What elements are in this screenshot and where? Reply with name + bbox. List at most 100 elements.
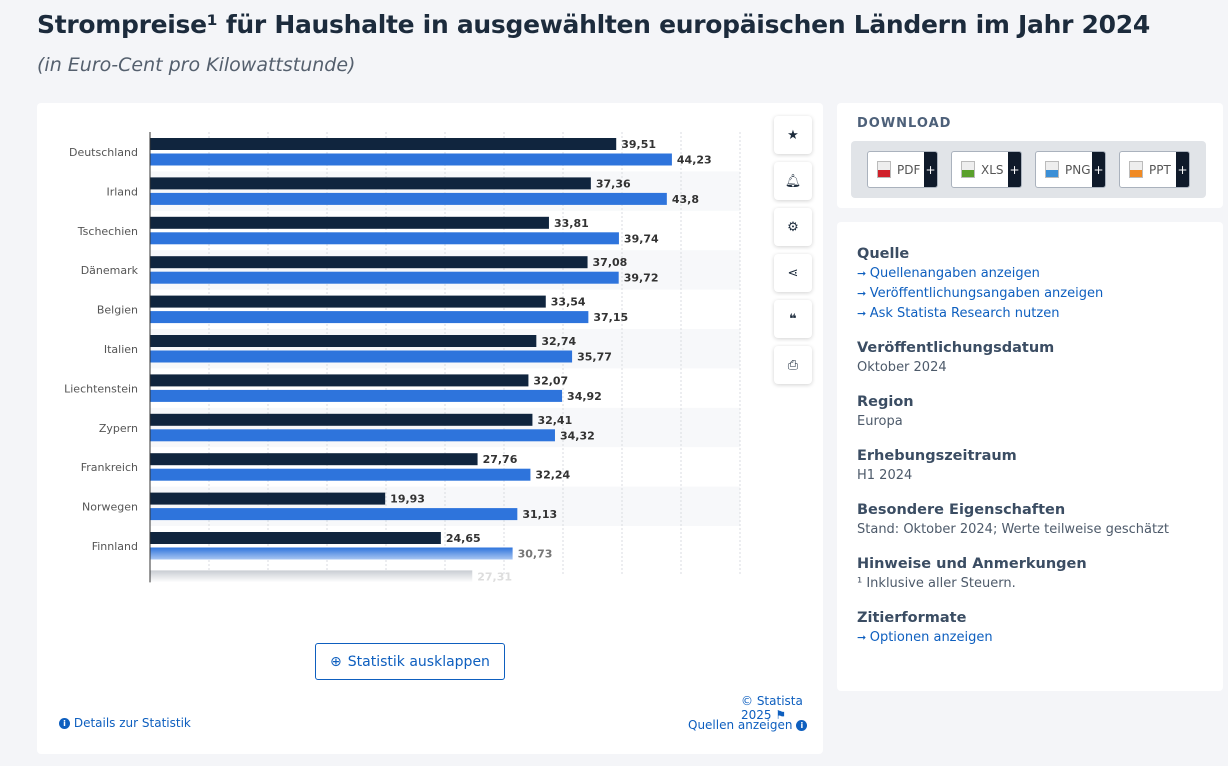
plus-icon: +	[1176, 152, 1189, 187]
data-label: 33,54	[551, 296, 586, 309]
bar-series-2	[150, 153, 672, 166]
bar-series-1	[150, 177, 591, 190]
data-label: 32,24	[535, 469, 570, 482]
format-label: XLS	[981, 162, 1004, 177]
sources-label: Quellen anzeigen	[688, 718, 793, 732]
data-label: 37,08	[593, 256, 628, 269]
category-label: Norwegen	[82, 501, 138, 514]
category-label: Zypern	[99, 422, 138, 435]
bar-series-1	[150, 453, 478, 466]
data-label: 30,73	[518, 548, 553, 561]
data-label: 43,8	[672, 193, 699, 206]
notification-bell-icon[interactable]: 🔔︎	[774, 162, 812, 200]
period: H1 2024	[857, 468, 913, 483]
data-label: 33,81	[554, 217, 589, 230]
page-title: Strompreise¹ für Haushalte in ausgewählt…	[37, 10, 1150, 39]
format-label: PPT	[1149, 162, 1171, 177]
notes: ¹ Inklusive aller Steuern.	[857, 576, 1016, 591]
xls-file-icon	[961, 161, 975, 178]
details-link[interactable]: i Details zur Statistik	[59, 716, 191, 730]
faded-label: 27,31	[477, 570, 512, 583]
research-link[interactable]: Ask Statista Research nutzen	[857, 306, 1203, 321]
category-label: Finnland	[92, 540, 138, 553]
download-ppt-button[interactable]: PPT +	[1119, 151, 1190, 188]
category-label: Frankreich	[81, 461, 138, 474]
settings-gear-icon[interactable]: ⚙	[774, 208, 812, 246]
bar-series-2	[150, 429, 555, 442]
data-label: 34,92	[567, 390, 602, 403]
bar-series-1	[150, 216, 549, 229]
ppt-file-icon	[1129, 161, 1143, 178]
chart-card: Deutschland 39,51 44,23 Irland 37,36 43,8 Tsch…	[37, 103, 823, 754]
flag-icon: ⚑	[775, 708, 787, 722]
category-label: Liechtenstein	[64, 382, 138, 395]
copyright[interactable]: © Statista 2025 ⚑	[741, 694, 823, 722]
cite-link[interactable]: Optionen anzeigen	[857, 630, 1203, 645]
data-label: 35,77	[577, 351, 612, 364]
bar-series-2	[150, 547, 513, 560]
plus-icon: +	[924, 152, 937, 187]
source-heading: Quelle	[857, 246, 910, 262]
bar-series-1	[150, 138, 617, 150]
data-label: 44,23	[677, 154, 712, 167]
bar-series-2	[150, 232, 619, 245]
bar-series-1	[150, 492, 386, 505]
data-label: 39,74	[624, 232, 659, 245]
category-label: Tschechien	[77, 225, 138, 238]
format-label: PNG	[1065, 162, 1091, 177]
download-buttons: PDF + XLS + PNG + PPT +	[851, 141, 1206, 198]
bar-series-2	[150, 468, 531, 481]
download-card: DOWNLOAD PDF + XLS + PNG + PPT +	[837, 103, 1223, 208]
favorite-star-icon[interactable]: ★	[774, 116, 812, 154]
expand-statistic-button[interactable]: ⊕ Statistik ausklappen	[315, 643, 505, 680]
bar-chart: Deutschland 39,51 44,23 Irland 37,36 43,8 Tsch…	[64, 132, 741, 583]
bar-series-1	[150, 295, 546, 308]
notes-heading: Hinweise und Anmerkungen	[857, 556, 1087, 572]
data-label: 32,41	[537, 414, 572, 427]
data-label: 31,13	[522, 508, 557, 521]
download-pdf-button[interactable]: PDF +	[867, 151, 938, 188]
data-label: 37,15	[593, 311, 628, 324]
download-png-button[interactable]: PNG +	[1035, 151, 1106, 188]
bar-series-2	[150, 389, 563, 402]
special: Stand: Oktober 2024; Werte teilweise ges…	[857, 522, 1169, 537]
info-card: Quelle Quellenangaben anzeigen Veröffent…	[837, 222, 1223, 691]
bar-series-2	[150, 192, 667, 205]
data-label: 27,76	[483, 453, 518, 466]
data-label: 34,32	[560, 429, 595, 442]
bar-series-1	[150, 256, 588, 269]
bar-series-1	[150, 532, 441, 544]
info-icon: i	[59, 718, 70, 729]
pubdate: Oktober 2024	[857, 360, 947, 375]
faded-bar	[150, 570, 473, 583]
plus-icon: +	[1092, 152, 1105, 187]
page-subtitle: (in Euro-Cent pro Kilowattstunde)	[37, 54, 356, 76]
download-xls-button[interactable]: XLS +	[951, 151, 1022, 188]
data-label: 19,93	[390, 493, 425, 506]
cite-heading: Zitierformate	[857, 610, 967, 626]
publication-link[interactable]: Veröffentlichungsangaben anzeigen	[857, 286, 1203, 301]
pdf-file-icon	[877, 161, 891, 178]
source-link[interactable]: Quellenangaben anzeigen	[857, 266, 1203, 281]
data-label: 32,07	[533, 374, 568, 387]
pubdate-heading: Veröffentlichungsdatum	[857, 340, 1055, 356]
print-icon[interactable]: ⎙	[774, 346, 812, 384]
category-label: Belgien	[97, 304, 138, 317]
download-heading: DOWNLOAD	[857, 116, 952, 131]
data-label: 24,65	[446, 532, 481, 545]
data-label: 39,51	[621, 138, 656, 151]
region: Europa	[857, 414, 903, 429]
sources-link[interactable]: Quellen anzeigen i	[688, 718, 808, 732]
period-heading: Erhebungszeitraum	[857, 448, 1017, 464]
quote-icon[interactable]: ❝	[774, 300, 812, 338]
bar-series-2	[150, 508, 518, 521]
category-label: Italien	[104, 343, 138, 356]
data-label: 37,36	[596, 177, 631, 190]
bar-series-1	[150, 374, 529, 387]
plus-icon: +	[1008, 152, 1021, 187]
png-file-icon	[1045, 161, 1059, 178]
region-heading: Region	[857, 394, 914, 410]
expand-label: Statistik ausklappen	[347, 653, 490, 670]
bar-series-2	[150, 350, 573, 363]
share-icon[interactable]: ⋖	[774, 254, 812, 292]
